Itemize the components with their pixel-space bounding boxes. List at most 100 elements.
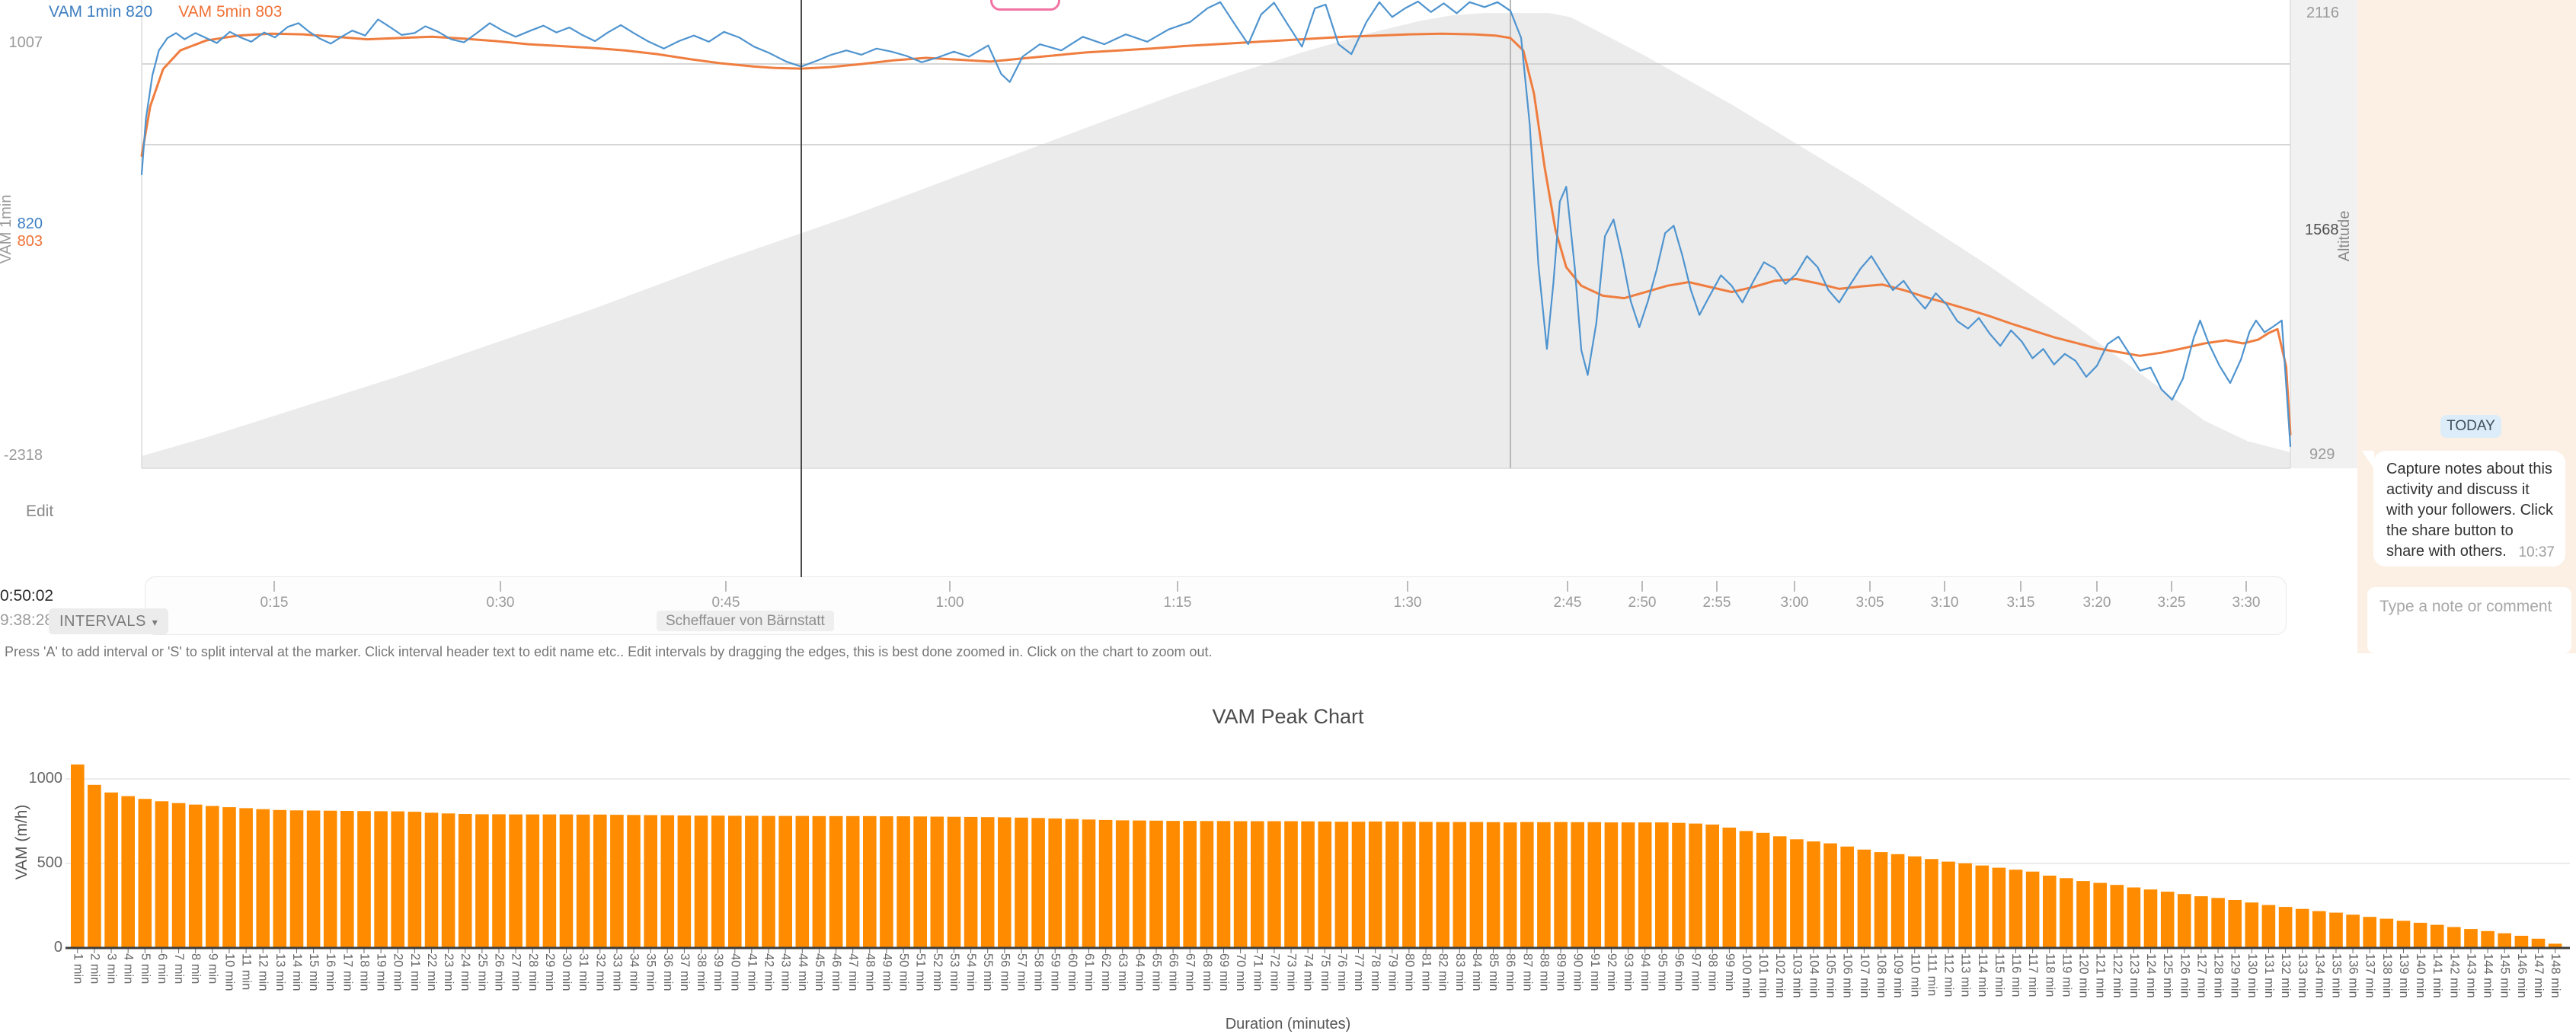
peak-bar [1469,822,1484,948]
duration-tick-label: 35 min [644,953,658,991]
time-tick-label: 0:45 [711,595,740,611]
date-separator-badge: TODAY [2440,415,2501,438]
chart-legend: VAM 1min 820 VAM 5min 803 [49,3,282,21]
notification-pill[interactable] [990,0,1060,11]
time-tick-label: 3:20 [2082,595,2111,611]
peak-bar [2346,914,2360,948]
note-message-bubble: Capture notes about this activity and di… [2362,451,2565,566]
marker-clock-time: 9:38:28 [0,611,54,629]
peak-bar [222,807,236,948]
peak-bar [1351,822,1366,948]
duration-tick-label: 91 min [1587,953,1602,991]
peak-bar [138,799,152,948]
peak-bar [273,809,287,948]
duration-tick-label: 139 min [2396,953,2411,998]
peak-bar [1200,821,1214,948]
peak-bar [1149,820,1163,948]
peak-bar [2245,902,2259,948]
duration-tick-label: 17 min [340,953,355,991]
peak-bar [2194,896,2208,948]
duration-tick-label: 47 min [846,953,861,991]
duration-tick-label: 8 min [189,953,203,985]
peak-bar [155,801,169,948]
peak-bar [1908,856,1922,948]
peak-bar [1587,822,1602,948]
peak-bar [2514,936,2529,948]
peak-bar [2143,889,2158,948]
duration-tick-label: 29 min [542,953,557,991]
peak-bar [998,817,1012,948]
duration-tick-label: 89 min [1554,953,1568,991]
duration-tick-label: 64 min [1133,953,1147,991]
duration-tick-label: 108 min [1874,953,1888,998]
peak-bar [644,815,657,948]
duration-tick-label: 21 min [407,953,422,991]
peak-bar [1301,821,1315,948]
peak-bar [441,813,455,948]
peak-bar [627,815,641,948]
duration-tick-label: 131 min [2261,953,2276,998]
interval-name-label[interactable]: Scheffauer von Bärnstatt [657,611,834,631]
peak-bar [1790,839,1804,948]
intervals-help-text: Press 'A' to add interval or 'S' to spli… [5,644,1213,659]
duration-tick-label: 118 min [2043,953,2057,997]
duration-tick-label: 97 min [1689,953,1703,991]
peak-bar [1503,822,1517,948]
duration-tick-label: 46 min [829,953,844,991]
duration-tick-label: 2 min [88,953,102,985]
duration-tick-label: 128 min [2211,953,2226,998]
duration-tick-label: 75 min [1318,953,1332,991]
peak-bar [1890,854,1905,948]
peak-bar [1992,867,2006,949]
peak-bar [1874,852,1888,948]
peak-chart-y-axis-title: VAM (m/h) [13,804,30,880]
peak-bar [610,815,624,948]
note-timestamp: 10:37 [2518,544,2555,560]
duration-tick-label: 51 min [913,953,928,991]
duration-tick-label: 67 min [1183,953,1197,991]
altitude-axis-max-tick: 2116 [2306,5,2340,21]
peak-bar [391,811,404,948]
duration-tick-label: 13 min [273,953,287,991]
peak-bar [2430,924,2444,948]
analysis-chart-canvas[interactable] [0,0,2357,670]
duration-tick-label: 87 min [1520,953,1535,991]
peak-bar [1942,861,1955,948]
altitude-axis-title: Altitude [2336,210,2353,262]
duration-tick-label: 99 min [1722,953,1737,991]
peak-bar [1554,822,1568,948]
duration-tick-label: 58 min [1031,953,1046,991]
duration-tick-label: 49 min [880,953,894,991]
time-tick-label: 0:30 [486,595,515,611]
duration-tick-label: 120 min [2076,953,2091,998]
time-tick-label: 3:30 [2232,595,2261,611]
peak-bar [1318,821,1332,948]
peak-bar [1133,820,1146,948]
time-tick-label: 3:15 [2006,595,2035,611]
peak-bar [2211,898,2225,948]
peak-bar [1267,821,1281,948]
peak-bar [2413,922,2427,948]
altitude-marker-value: 1568 [2305,222,2339,238]
peak-chart-y-tick: 1000 [28,770,63,787]
peak-bar [980,817,995,948]
peak-bar [1183,821,1197,948]
duration-tick-label: 83 min [1453,953,1467,991]
peak-bar [2481,930,2495,948]
duration-tick-label: 63 min [1116,953,1130,991]
interval-bar[interactable] [145,576,2287,635]
intervals-dropdown[interactable]: INTERVALS ▾ [49,608,169,634]
edit-button[interactable]: Edit [26,503,54,520]
peak-bar [1233,821,1248,948]
peak-bar [256,809,270,948]
duration-tick-label: 144 min [2481,953,2495,998]
duration-tick-label: 23 min [442,953,456,991]
peak-bar [2025,871,2040,948]
note-comment-input[interactable] [2367,587,2571,653]
peak-bar [593,814,607,948]
duration-tick-label: 126 min [2178,953,2192,998]
peak-bar [1082,819,1096,948]
duration-tick-label: 37 min [677,953,692,991]
duration-tick-label: 31 min [577,953,591,991]
duration-tick-label: 4 min [121,953,136,985]
